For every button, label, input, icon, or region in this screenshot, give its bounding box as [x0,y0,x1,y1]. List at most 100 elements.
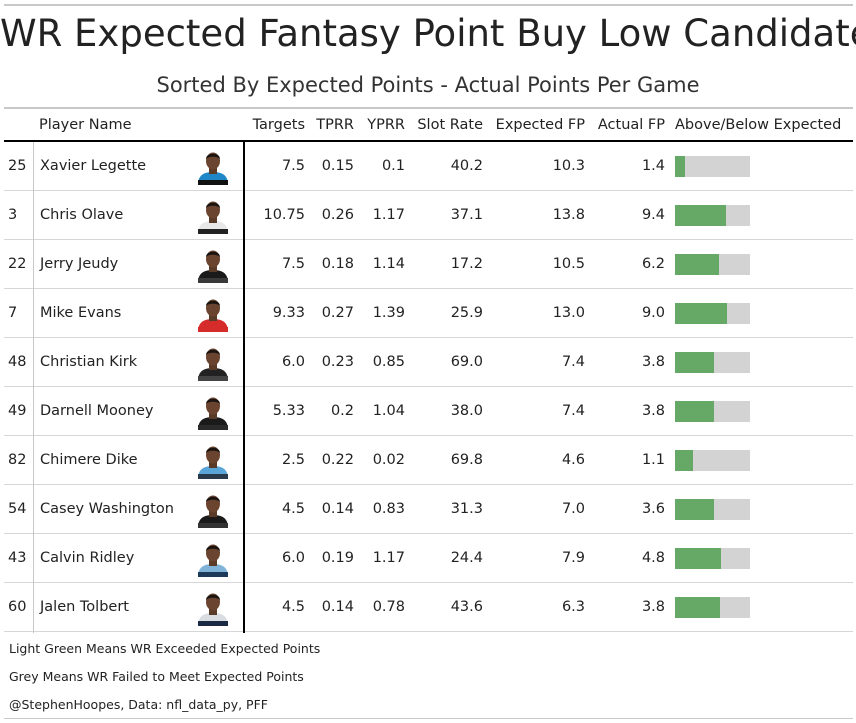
expected-fp-cell: 10.5 [552,256,585,272]
yprr-cell: 0.83 [372,501,405,517]
expected-bar [675,450,750,471]
targets-cell: 7.5 [281,158,305,174]
yprr-cell: 0.1 [381,158,405,174]
player-name-cell: Chimere Dike [40,452,138,468]
yprr-cell: 0.02 [372,452,405,468]
jersey-trim-shape [198,229,228,234]
tprr-cell: 0.27 [321,305,354,321]
actual-fp-cell: 1.1 [641,452,665,468]
player-headshot-icon [198,152,228,185]
col-header-player: Player Name [39,117,132,133]
tprr-cell: 0.18 [321,256,354,272]
yprr-cell: 1.04 [372,403,405,419]
tprr-cell: 0.19 [321,550,354,566]
player-headshot-icon [198,593,228,626]
actual-bar [675,450,693,471]
yprr-cell: 1.14 [372,256,405,272]
rank-cell: 48 [8,354,27,370]
neck-shape [209,559,217,566]
table-row: 22 Jerry Jeudy 7.5 0.18 1.14 17.2 10.5 6.2 [4,240,853,289]
expected-fp-cell: 7.4 [561,403,585,419]
hair-shape [206,349,220,355]
chart-title: WR Expected Fantasy Point Buy Low Candid… [0,12,856,55]
jersey-trim-shape [198,425,228,430]
actual-bar [675,205,727,226]
rank-cell: 54 [8,501,27,517]
actual-fp-cell: 3.8 [641,354,665,370]
tprr-cell: 0.22 [321,452,354,468]
actual-bar [675,548,721,569]
col-header-yprr: YPRR [367,117,405,133]
player-headshot-icon [198,446,228,479]
tprr-cell: 0.23 [321,354,354,370]
actual-bar [675,401,714,422]
neck-shape [209,167,217,174]
expected-bar [675,548,750,569]
expected-bar [675,156,750,177]
actual-fp-cell: 4.8 [641,550,665,566]
actual-bar [675,597,721,618]
rank-divider [33,142,34,633]
slot-rate-cell: 24.4 [450,550,483,566]
hair-shape [206,545,220,551]
hair-shape [206,300,220,306]
tprr-cell: 0.14 [321,501,354,517]
rank-cell: 25 [8,158,27,174]
expected-bar [675,205,750,226]
col-header-tprr: TPRR [316,117,354,133]
expected-bar [675,254,750,275]
jersey-trim-shape [198,523,228,528]
col-header-above-below: Above/Below Expected [675,117,842,133]
expected-bar [675,352,750,373]
player-name-cell: Mike Evans [40,305,122,321]
jersey-trim-shape [198,474,228,479]
table-row: 54 Casey Washington 4.5 0.14 0.83 31.3 7.0 3.6 [4,485,853,534]
tprr-cell: 0.15 [321,158,354,174]
player-name-cell: Darnell Mooney [40,403,154,419]
actual-fp-cell: 3.6 [641,501,665,517]
rank-cell: 3 [8,207,18,223]
expected-bar [675,499,750,520]
targets-cell: 7.5 [281,256,305,272]
targets-cell: 10.75 [263,207,305,223]
slot-rate-cell: 43.6 [450,599,483,615]
neck-shape [209,461,217,468]
neck-shape [209,265,217,272]
actual-fp-cell: 6.2 [641,256,665,272]
actual-fp-cell: 1.4 [641,158,665,174]
header-top-rule [4,107,853,109]
slot-rate-cell: 31.3 [450,501,483,517]
targets-cell: 2.5 [281,452,305,468]
jersey-trim-shape [198,572,228,577]
actual-bar [675,254,720,275]
rank-cell: 7 [8,305,18,321]
targets-cell: 6.0 [281,550,305,566]
table-row: 7 Mike Evans 9.33 0.27 1.39 25.9 13.0 9.0 [4,289,853,338]
yprr-cell: 0.85 [372,354,405,370]
yprr-cell: 1.17 [372,550,405,566]
expected-fp-cell: 13.8 [552,207,585,223]
actual-fp-cell: 3.8 [641,403,665,419]
neck-shape [209,363,217,370]
table-row: 49 Darnell Mooney 5.33 0.2 1.04 38.0 7.4 3.8 [4,387,853,436]
table-row: 43 Calvin Ridley 6.0 0.19 1.17 24.4 7.9 4.8 [4,534,853,583]
expected-fp-cell: 7.4 [561,354,585,370]
expected-fp-cell: 7.9 [561,550,585,566]
slot-rate-cell: 38.0 [450,403,483,419]
player-name-cell: Chris Olave [40,207,124,223]
tprr-cell: 0.14 [321,599,354,615]
neck-shape [209,314,217,321]
credit-note: @StephenHoopes, Data: nfl_data_py, PFF [9,697,268,712]
col-header-targets: Targets [252,117,305,133]
player-headshot-icon [198,397,228,430]
hair-shape [206,447,220,453]
table-row: 48 Christian Kirk 6.0 0.23 0.85 69.0 7.4 3.8 [4,338,853,387]
jersey-trim-shape [198,376,228,381]
chart-subtitle: Sorted By Expected Points - Actual Point… [156,73,700,97]
slot-rate-cell: 25.9 [450,305,483,321]
hair-shape [206,594,220,600]
slot-rate-cell: 69.8 [450,452,483,468]
player-headshot-icon [198,348,228,381]
player-name-cell: Xavier Legette [40,158,147,174]
expected-bar [675,303,750,324]
